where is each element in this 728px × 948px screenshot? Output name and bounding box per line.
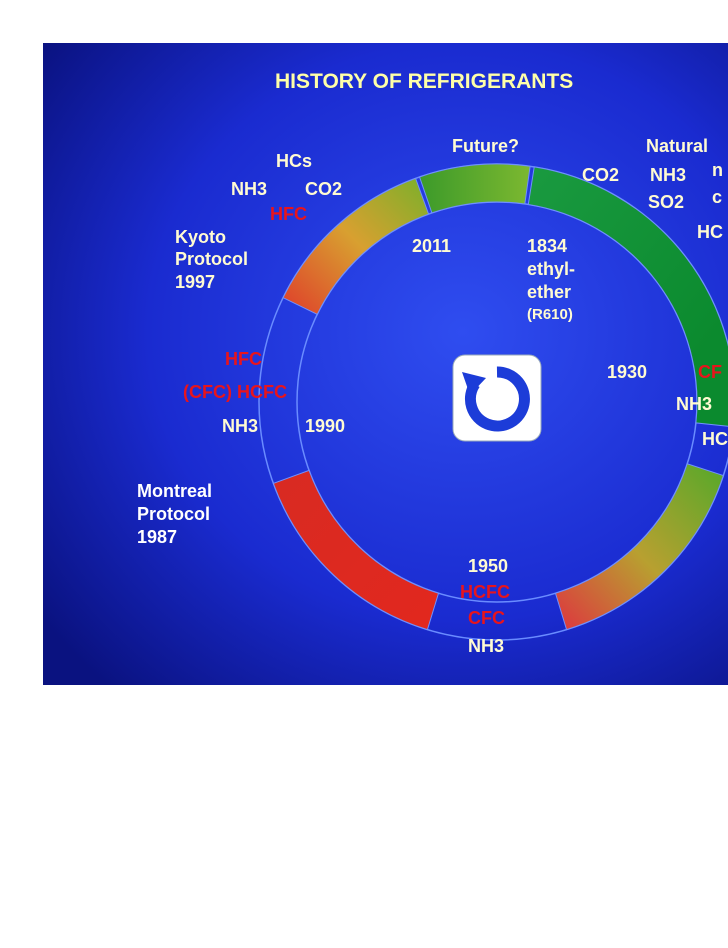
- icon-arrow: [464, 366, 530, 432]
- label: n: [712, 160, 723, 180]
- label: Natural: [646, 136, 708, 156]
- label: c: [712, 187, 722, 207]
- label: HC: [697, 222, 723, 242]
- cycle-ring: [258, 163, 728, 641]
- ring-segment: [527, 166, 728, 427]
- label: HC: [702, 429, 728, 449]
- label: HFC: [270, 204, 307, 224]
- label: 2011: [412, 236, 451, 256]
- label: 1997: [175, 272, 215, 292]
- label: ethyl-: [527, 259, 575, 279]
- ring-segment: [418, 163, 531, 214]
- label: CFC: [468, 608, 505, 628]
- label: HCs: [276, 151, 312, 171]
- ring-segment: [282, 177, 430, 315]
- label: 1930: [607, 362, 647, 382]
- label: 1950: [468, 556, 508, 576]
- label: SO2: [648, 192, 684, 212]
- label: Protocol: [137, 504, 210, 524]
- label: 1834: [527, 236, 567, 256]
- label: (R610): [527, 306, 573, 323]
- label: NH3: [468, 636, 504, 656]
- label: Protocol: [175, 249, 248, 269]
- label: CO2: [582, 165, 619, 185]
- label: 1990: [305, 416, 345, 436]
- ring-segment: [272, 469, 440, 631]
- ring-segment: [554, 463, 724, 631]
- label: NH3: [231, 179, 267, 199]
- label: NH3: [650, 165, 686, 185]
- label: Kyoto: [175, 227, 226, 247]
- label: ether: [527, 282, 571, 302]
- label: 1987: [137, 527, 177, 547]
- label: Montreal: [137, 481, 212, 501]
- label: HFC: [225, 349, 262, 369]
- label: CO2: [305, 179, 342, 199]
- cycle-icon: [452, 354, 542, 442]
- label: (CFC) HCFC: [183, 382, 287, 402]
- label: NH3: [222, 416, 258, 436]
- label: NH3: [676, 394, 712, 414]
- icon-arrowhead: [462, 372, 486, 395]
- label: Future?: [452, 136, 519, 156]
- label: HCFC: [460, 582, 510, 602]
- title: HISTORY OF REFRIGERANTS: [275, 70, 573, 93]
- label: CF: [698, 362, 722, 382]
